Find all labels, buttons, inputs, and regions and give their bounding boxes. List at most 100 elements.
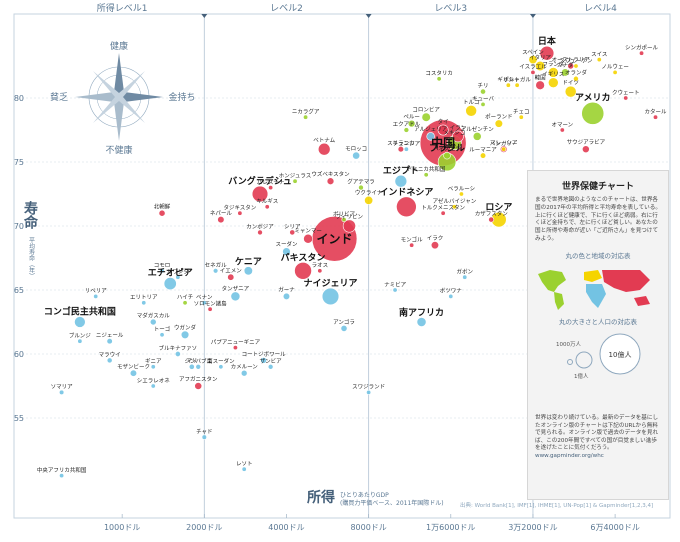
country-bubble [141, 300, 147, 306]
country-label: シリア [284, 223, 301, 230]
country-bubble [217, 216, 225, 224]
country-label: マダガスカル [137, 311, 171, 319]
country-bubble [421, 112, 431, 122]
country-bubble [612, 69, 618, 75]
panel-footer: 世界は変わり続けている。最新のデータを基にしたオンライン版のチャートは下記のUR… [535, 415, 661, 461]
country-bubble [392, 287, 398, 293]
country-bubble [282, 247, 291, 256]
country-bubble [317, 142, 331, 156]
country-bubble [407, 119, 416, 128]
income-level-label: レベル3 [434, 4, 467, 14]
country-bubble [240, 369, 248, 377]
country-bubble [639, 50, 645, 56]
country-bubble [150, 383, 156, 389]
country-bubble [451, 204, 457, 210]
x-axis-note: ひとりあたりGDP(購買力平価ベース、2011年国際ドル) [340, 492, 444, 507]
y-tick-layer: 55 60 65 70 75 80 [14, 94, 24, 423]
country-bubble [106, 338, 113, 345]
country-bubble [472, 132, 482, 141]
size-legend-label-1: 1000万人 [556, 341, 581, 348]
color-legend-title: 丸の色と地域の対応表 [565, 251, 631, 260]
x-axis-note-line: (購買力平価ベース、2011年国際ドル) [340, 499, 444, 507]
country-bubble [77, 338, 83, 344]
country-label: コロンビア [412, 105, 440, 113]
panel-title: 世界保健チャート [562, 182, 634, 192]
country-bubble [292, 178, 298, 184]
country-bubble [218, 364, 224, 370]
country-label: モザンビーク [117, 362, 150, 370]
country-label: ウクライナ [355, 189, 383, 197]
country-label: ルーマニア [469, 146, 497, 153]
compass-north-label: 健康 [110, 40, 128, 52]
country-label: イエメン [220, 267, 242, 274]
country-label: トルクメニスタン [421, 204, 465, 212]
country-bubble [163, 277, 177, 291]
country-bubble [257, 229, 263, 236]
country-label: ガーナ [278, 286, 295, 294]
country-bubble [106, 357, 113, 364]
country-bubble [494, 119, 503, 128]
y-tick-label: 60 [14, 350, 24, 359]
country-label: マレーシア [490, 139, 518, 146]
compass-west-label: 貧乏 [50, 91, 68, 103]
country-bubble [430, 241, 439, 250]
map-europe [584, 269, 602, 282]
x-tick-label: 2000ドル [186, 523, 222, 532]
x-axis-note-line: ひとりあたりGDP [340, 492, 389, 499]
country-bubble [452, 130, 464, 143]
country-label: ウズベキスタン [311, 170, 350, 178]
map-north-america [538, 269, 566, 292]
country-bubble [462, 274, 468, 280]
panel-footer-text: 世界は変わり続けている。最新のデータを基にしたオンライン版のチャートは下記のUR… [535, 415, 659, 452]
country-bubble [364, 195, 374, 205]
map-africa [586, 283, 606, 308]
country-label: ボリビア [333, 210, 356, 218]
country-label: グアテマラ [347, 178, 375, 186]
country-label: インドネシア [379, 187, 433, 198]
country-label: ネパール [210, 210, 233, 217]
country-bubble [505, 82, 511, 88]
country-label: ギニア [145, 358, 162, 365]
country-bubble [479, 152, 487, 159]
country-label: マリ [186, 358, 197, 365]
country-bubble [465, 104, 477, 117]
country-label: イラン [450, 124, 467, 131]
country-bubble [416, 317, 427, 327]
country-label: トルコ [463, 99, 479, 106]
country-label: バングラデシュ [228, 175, 291, 187]
country-label: ウガンダ [174, 323, 197, 331]
panel-url[interactable]: www.gapminder.org/whc [535, 452, 604, 459]
country-bubble [174, 351, 181, 357]
country-label: カメルーン [231, 364, 259, 371]
country-label: リベリア [85, 288, 108, 295]
region-map [538, 269, 650, 310]
country-label: スワジランド [352, 384, 385, 391]
country-label: ボツワナ [440, 287, 463, 295]
country-label: ブルキナファソ [159, 344, 198, 352]
country-bubble [561, 68, 570, 77]
country-label: アメリカ [575, 92, 611, 103]
country-label: フランス [542, 61, 564, 68]
country-bubble [341, 217, 347, 223]
country-label: エジプト [383, 164, 419, 176]
country-label: ペルー [403, 114, 420, 121]
country-bubble [194, 382, 203, 390]
country-label: オマーン [551, 121, 573, 128]
country-bubble [596, 57, 602, 63]
country-bubble [241, 466, 247, 472]
country-bubble [518, 114, 524, 120]
country-bubble [289, 229, 296, 236]
y-tick-label: 75 [14, 158, 24, 167]
x-tick-label: 4000ドル [268, 523, 304, 532]
compass-east-label: 金持ち [168, 91, 195, 103]
country-label: 南スーダン [207, 357, 235, 365]
country-label: シンガポール [625, 44, 659, 52]
country-bubble [448, 293, 454, 299]
country-label: ブラジル [429, 142, 465, 154]
country-label: 北朝鮮 [154, 203, 171, 211]
country-bubble [303, 233, 313, 244]
country-bubble [535, 60, 546, 72]
country-label: イスラエル [519, 64, 547, 71]
